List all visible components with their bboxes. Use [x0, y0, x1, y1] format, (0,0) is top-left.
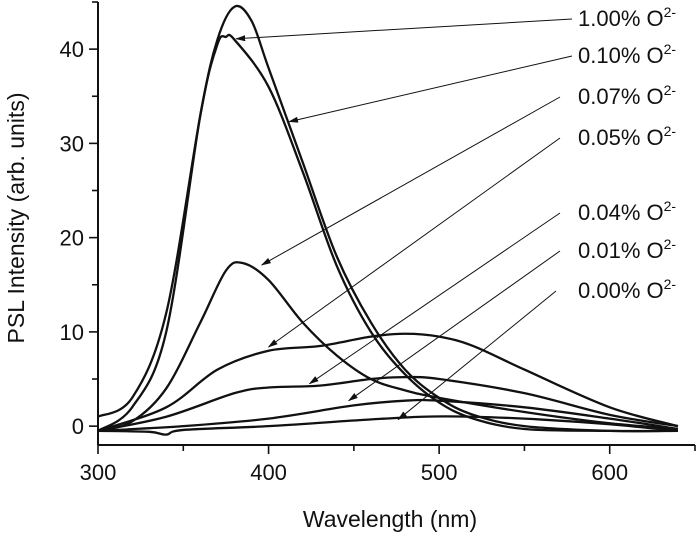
series-line — [97, 398, 679, 433]
annotation-label: 0.01% O2- — [578, 236, 676, 263]
annotation-superscript: 2- — [664, 123, 677, 139]
annotation-label: 0.00% O2- — [578, 276, 676, 303]
x-tick-label: 300 — [80, 460, 117, 485]
series-line — [97, 375, 679, 432]
y-tick-label: 30 — [60, 131, 84, 156]
series-line — [97, 33, 678, 433]
series-line — [97, 261, 679, 432]
x-tick-label: 500 — [421, 460, 458, 485]
y-tick-label: 40 — [60, 37, 84, 62]
annotation-label: 0.04% O2- — [578, 198, 676, 225]
y-axis-title: PSL Intensity (arb. units) — [3, 93, 29, 344]
annotation-arrow — [267, 137, 561, 348]
annotation-text: 0.04% O — [578, 200, 664, 225]
annotation-text: 0.01% O — [578, 238, 664, 263]
series-group — [97, 4, 679, 436]
annotation-superscript: 2- — [664, 41, 677, 57]
annotation-arrow — [260, 96, 561, 266]
annotation-label: 1.00% O2- — [578, 4, 676, 31]
annotation-text: 0.10% O — [578, 43, 664, 68]
annotation-superscript: 2- — [664, 198, 677, 214]
series-line — [97, 4, 678, 433]
axes: 300 400 500 600 0 10 20 30 40 — [60, 1, 696, 485]
annotation-arrow — [347, 250, 561, 402]
y-tick-label: 0 — [72, 414, 84, 439]
annotation-arrow — [308, 212, 561, 385]
y-tick-label: 20 — [60, 226, 84, 251]
annotation-arrow — [397, 290, 557, 421]
annotation-label: 0.07% O2- — [578, 82, 676, 109]
x-tick-label: 400 — [250, 460, 287, 485]
annotation-text: 1.00% O — [578, 6, 664, 31]
annotation-text: 0.00% O — [578, 278, 664, 303]
series-line — [97, 415, 679, 436]
series-line — [97, 332, 679, 432]
annotation-superscript: 2- — [664, 236, 677, 252]
annotation-arrow — [288, 55, 573, 123]
annotations: 1.00% O2-0.10% O2-0.07% O2-0.05% O2-0.04… — [235, 4, 676, 421]
annotation-arrow — [235, 18, 573, 42]
annotation-label: 0.10% O2- — [578, 41, 676, 68]
annotation-text: 0.07% O — [578, 84, 664, 109]
y-tick-label: 10 — [60, 320, 84, 345]
annotation-superscript: 2- — [664, 276, 677, 292]
x-axis-title: Wavelength (nm) — [303, 506, 477, 532]
annotation-label: 0.05% O2- — [578, 123, 676, 150]
annotation-superscript: 2- — [664, 4, 677, 20]
x-tick-label: 600 — [591, 460, 628, 485]
annotation-text: 0.05% O — [578, 125, 664, 150]
annotation-superscript: 2- — [664, 82, 677, 98]
